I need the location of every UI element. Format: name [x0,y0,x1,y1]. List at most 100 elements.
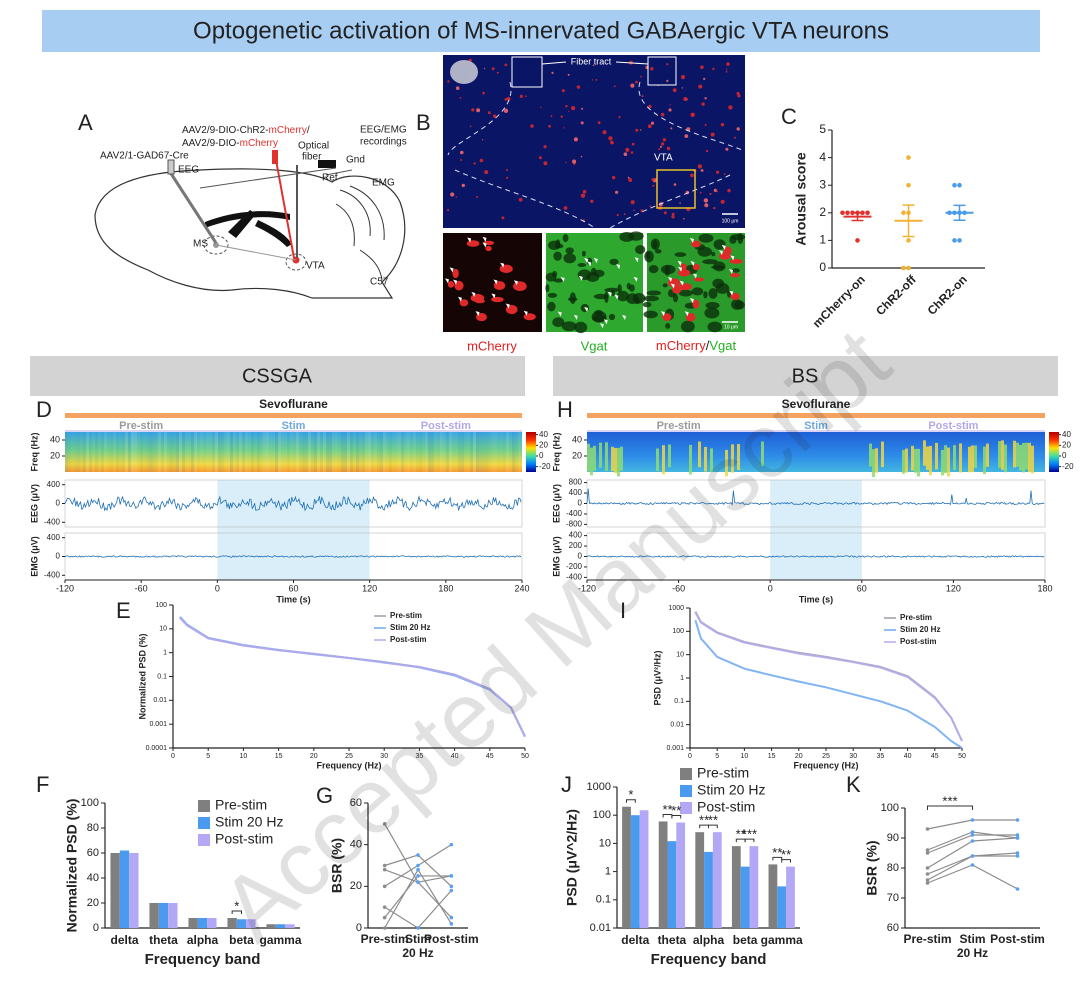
dark-spot [609,258,619,266]
spectrogram-texture [419,432,422,472]
spectrogram-burst [1022,442,1025,473]
arrowhead [491,293,496,299]
gnd-label: Gnd [346,155,365,166]
y-axis-label: Freq (Hz) [551,433,561,472]
arrowhead [670,283,675,289]
arrowhead [729,269,734,275]
spectrogram-texture [383,432,386,472]
spectrogram-texture [242,432,245,472]
spectrogram-texture [293,432,296,472]
dark-spot [553,251,562,261]
cell-dot [447,80,450,83]
colorbar-label: 0 [1062,451,1067,460]
spectrogram-texture [488,432,491,472]
subject-point [416,853,420,857]
eeg-trace [64,495,522,512]
spectrogram-burst [974,445,977,468]
subject-point [970,863,975,867]
subject-point [970,854,975,858]
cell-dot [567,73,570,76]
spectrogram-burst [875,448,878,473]
legend-label: Pre-stim [215,797,267,813]
spectrogram-texture [188,432,191,472]
x-tick-label: ChR2-off [873,272,919,318]
spectrogram-burst [599,442,602,468]
x-tick-label: 120 [362,583,377,593]
cell-dot [712,67,715,71]
cell-dot [460,159,463,161]
data-point [906,238,911,243]
x-tick-label: 25 [345,753,353,760]
y-tick-label: 0 [93,922,99,934]
subject-point [416,874,420,878]
arrowhead [667,276,672,282]
panel-letter: F [36,772,49,797]
colorbar-label: 20 [539,440,548,449]
dark-spot [713,261,726,272]
subject-point [925,848,930,852]
dark-spot [545,272,557,282]
spectrogram-texture [452,432,455,472]
spectrogram-texture [323,432,326,472]
electrode-wire [199,167,353,189]
dark-spot [737,233,744,245]
y-axis-label: Normalized PSD (%) [137,633,147,719]
cell-dot [698,84,703,89]
x-tick-label: 0 [768,583,773,593]
x-tick-label: 5 [206,753,210,760]
x-tick-label: 20 [795,753,803,760]
spectrogram-texture [194,432,197,472]
bar [712,832,722,928]
y-tick-label: 90 [887,832,899,844]
cell-dot [506,169,508,171]
merge-label: mCherry/Vgat [656,338,737,353]
x-tick-label: -120 [578,583,596,593]
brain-outline [94,168,406,299]
x-axis-label: Time (s) [799,594,833,604]
subject-point [1015,836,1020,840]
significance-bracket [671,815,682,819]
arrowhead [573,314,578,320]
y-tick-label: 3 [819,177,826,191]
red-cell [723,246,732,256]
subject-point [416,926,420,930]
spectrogram-texture [68,432,71,472]
dark-spot [731,299,743,310]
dark-spot [678,289,693,297]
spectrogram-burst [1025,442,1028,470]
cell-dot [565,105,568,108]
cell-dot [471,108,475,112]
y-tick-label: 60 [887,922,899,934]
panel-letter: B [416,110,431,135]
significance-bracket [231,910,242,914]
cell-dot [713,188,717,192]
dark-spot [604,291,609,304]
spectrogram-texture [335,432,338,472]
dark-spot [632,293,646,304]
spectrogram-texture [311,432,314,472]
cell-dot [573,137,579,142]
spectrogram-burst [590,447,593,476]
spectrogram-texture [275,432,278,472]
cell-dot [630,200,635,205]
spectrogram-burst [935,442,938,470]
y-axis-label: PSD (μV^2/Hz) [564,809,580,906]
data-point [906,155,911,160]
atlas-icon [450,60,478,84]
legend-label: Pre-stim [900,613,932,622]
spectrogram-texture [497,432,500,472]
subject-point [1015,818,1020,822]
cell-dot [568,110,570,112]
spectrogram-texture [353,432,356,472]
x-tick-label: 0 [171,753,175,760]
cell-dot [580,193,586,198]
figure-title: Optogenetic activation of MS-innervated … [193,17,889,44]
bar [740,866,750,928]
spectrogram-burst [704,446,707,472]
spectrogram-texture [437,432,440,472]
cell-dot [683,218,685,220]
cell-dot [543,161,548,166]
spectrogram-texture [287,432,290,472]
cell-dot [649,205,652,208]
